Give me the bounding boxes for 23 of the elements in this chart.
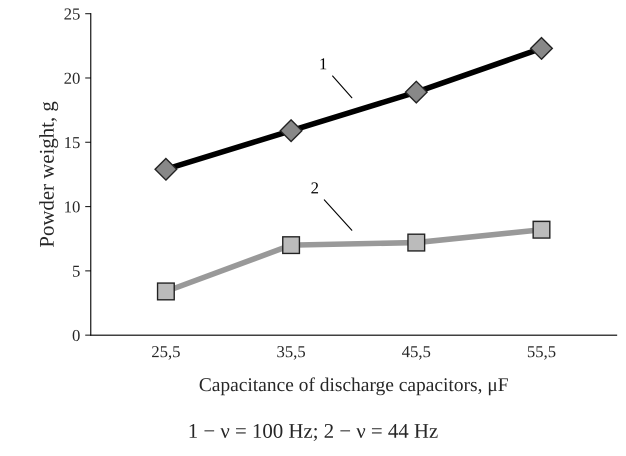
y-tick-label: 10 bbox=[65, 201, 80, 213]
text: 1 bbox=[320, 58, 326, 70]
text: 2 bbox=[311, 182, 318, 194]
y-tick-label: 15 bbox=[65, 137, 80, 148]
y-tick-label: 20 bbox=[64, 72, 80, 84]
point bbox=[282, 236, 300, 254]
x-tick-label: 45,5 bbox=[402, 346, 430, 360]
point bbox=[154, 158, 178, 181]
x-tick-label: 25,5 bbox=[152, 346, 180, 360]
point bbox=[407, 234, 426, 252]
x-axis-title: Capacitance of discharge capacitors, μF bbox=[200, 377, 508, 396]
point bbox=[280, 119, 303, 142]
y-tick-label: 25 bbox=[64, 8, 80, 20]
point bbox=[404, 80, 428, 104]
point bbox=[156, 282, 175, 300]
x-tick-label: 35,5 bbox=[277, 346, 306, 360]
y-tick-label: 5 bbox=[72, 266, 80, 277]
text: 1 − ν = 100 Hz; 2 − ν = 44 Hz bbox=[190, 424, 438, 441]
y-tick-label: 0 bbox=[72, 330, 80, 342]
x-tick-label: 55,5 bbox=[528, 346, 556, 360]
y-axis-title: Powder weight, g bbox=[39, 102, 58, 248]
point bbox=[530, 36, 553, 60]
point bbox=[532, 220, 551, 239]
